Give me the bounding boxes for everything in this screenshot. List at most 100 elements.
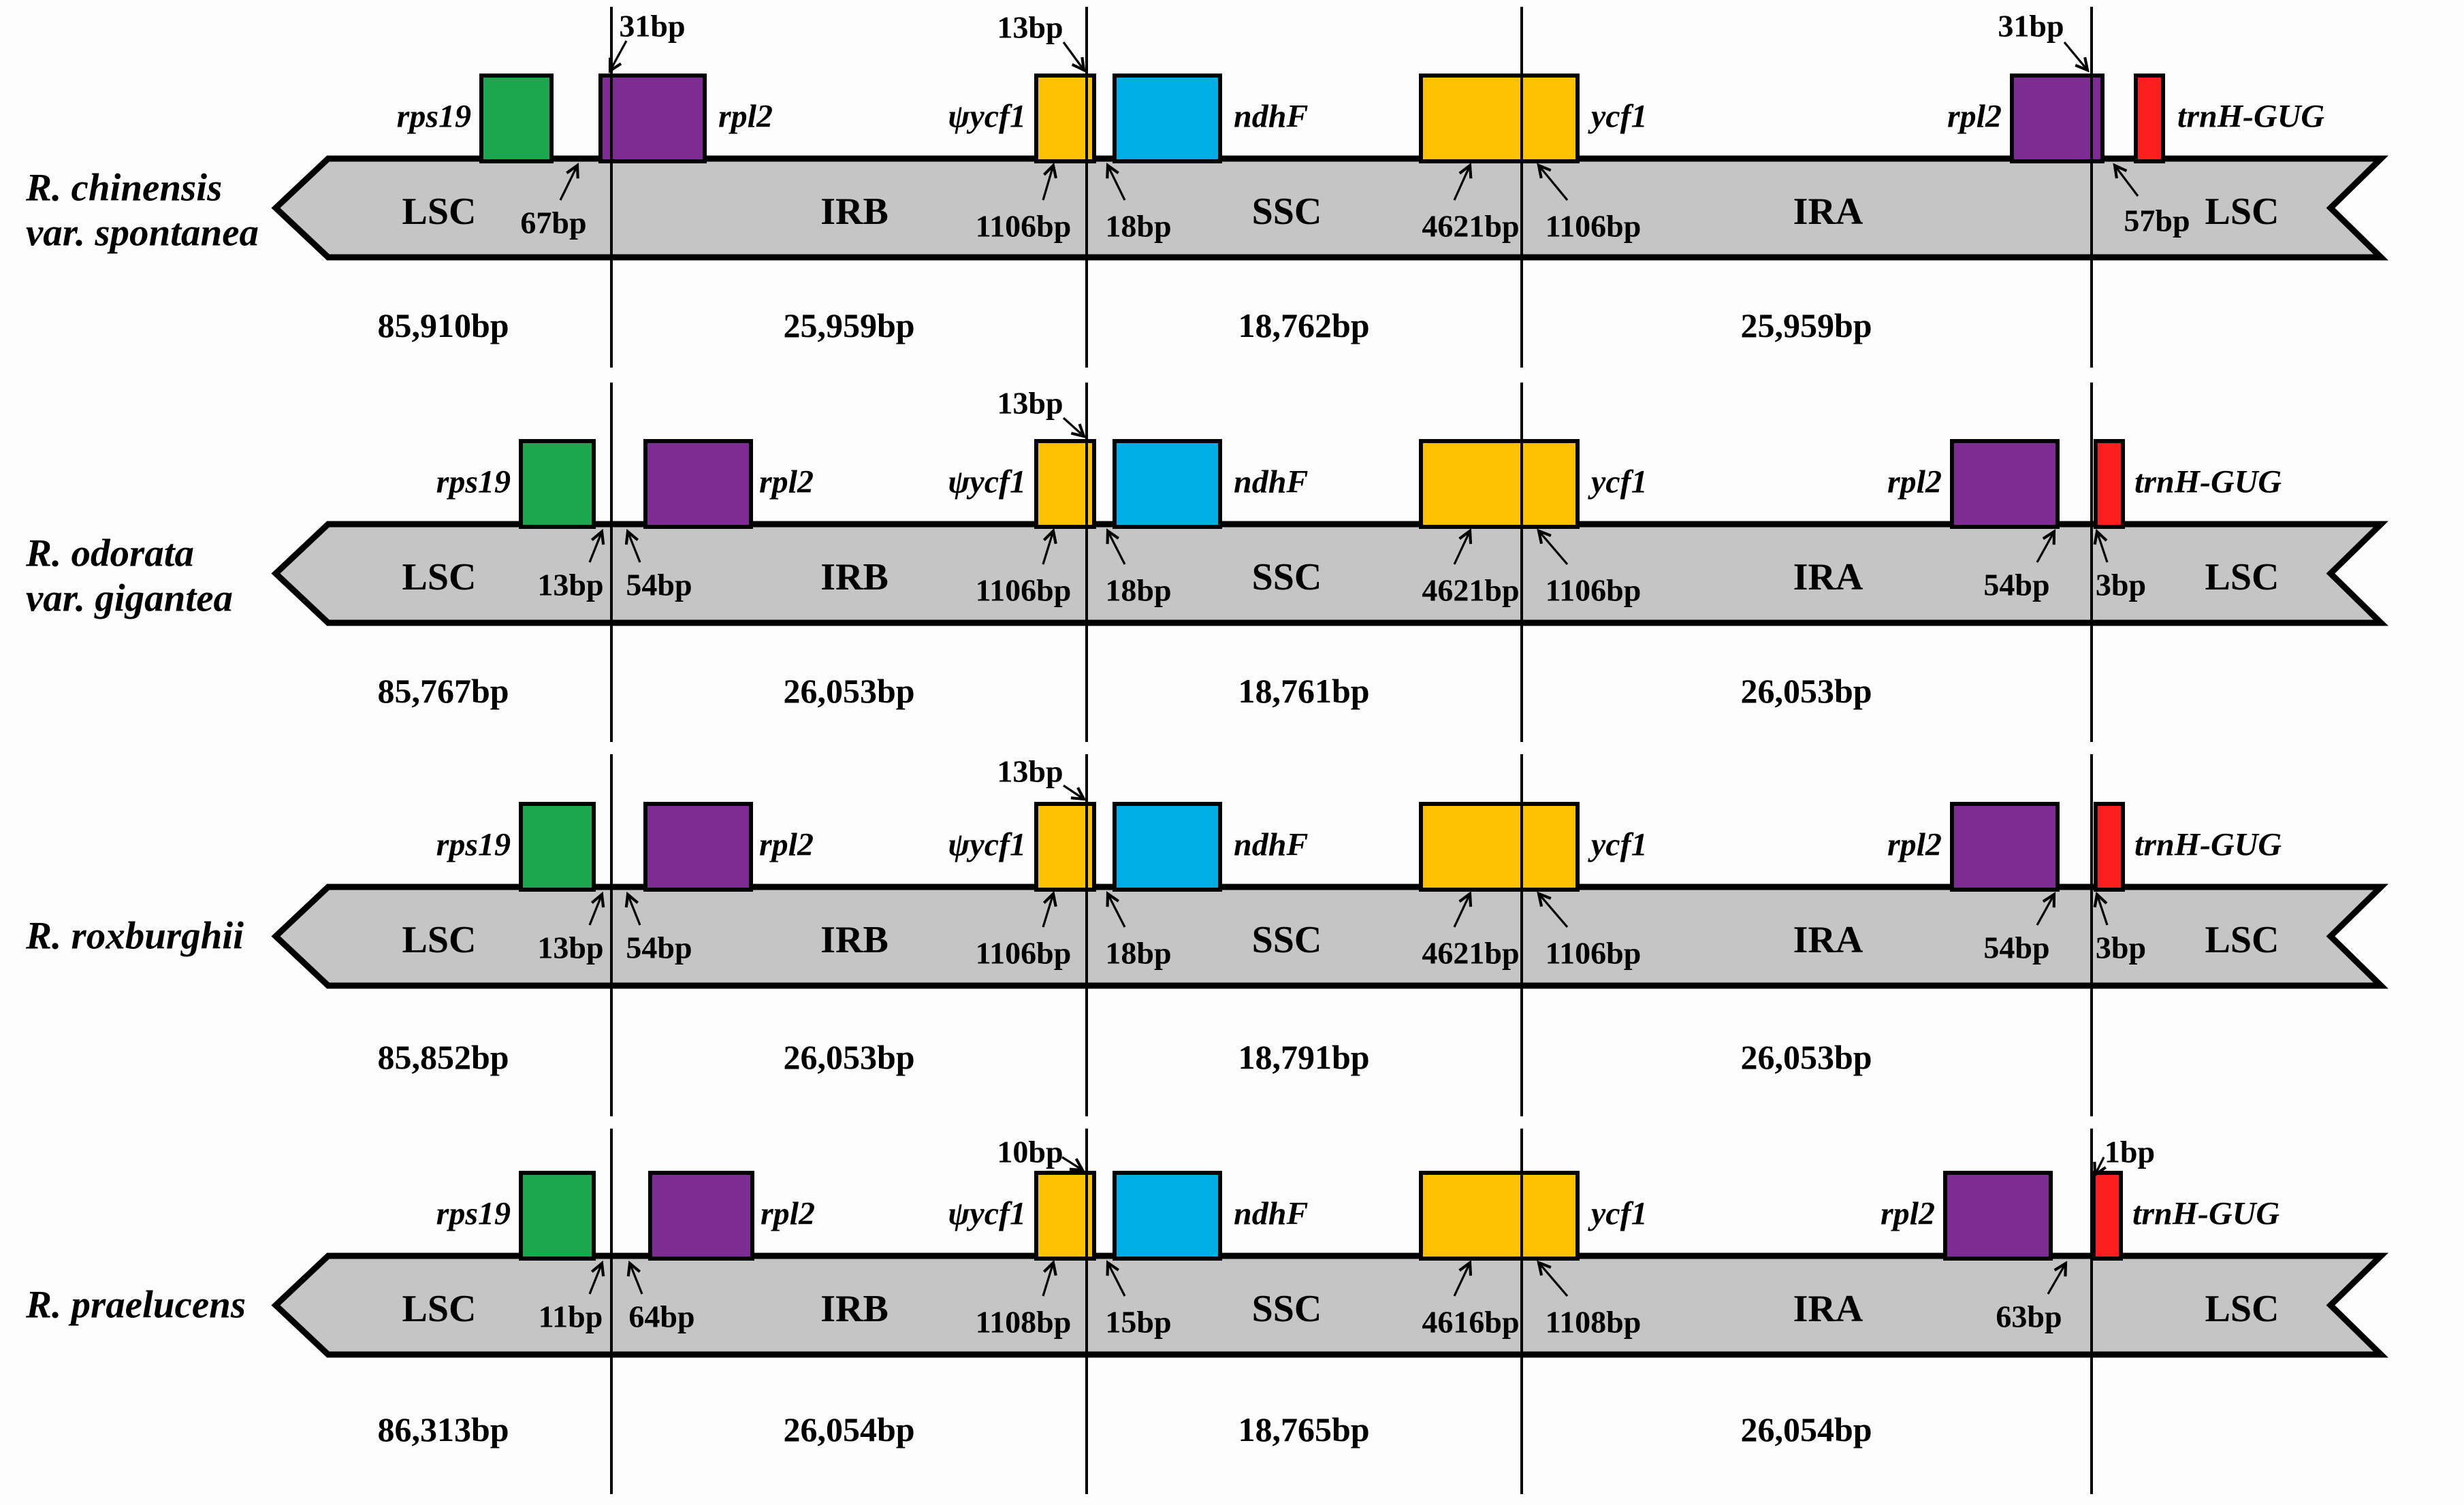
gene-label: trnH-GUG [2177, 99, 2324, 135]
gene-label: ycf1 [1588, 827, 1648, 863]
gene-box-ndhF [1113, 439, 1222, 529]
genome-band [271, 1252, 2389, 1358]
annotation-arrow [1042, 528, 1057, 565]
bp-annotation: 1106bp [976, 936, 1072, 971]
bp-annotation: 1108bp [1546, 1305, 1642, 1340]
gene-label: rpl2 [759, 464, 814, 500]
region-label-irb: IRB [820, 556, 889, 598]
region-label-lsc: LSC [402, 1288, 477, 1330]
gene-box-rpl2 [1950, 802, 2060, 892]
gene-label: rps19 [436, 464, 511, 500]
annotation-arrow [1537, 163, 1569, 201]
length-label: 18,791bp [1238, 1038, 1369, 1076]
length-label: 26,054bp [783, 1410, 914, 1449]
region-label-lsc: LSC [402, 191, 477, 233]
annotation-arrow [588, 528, 605, 563]
gene-box-trnH-GUG [2094, 802, 2125, 892]
region-label-irb: IRB [820, 1288, 889, 1330]
annotation-arrow [1063, 784, 1087, 801]
annotation-arrow [1042, 162, 1057, 201]
annotation-arrow [626, 1260, 643, 1295]
length-label: 18,765bp [1238, 1410, 1369, 1449]
bp-annotation: 3bp [2096, 930, 2146, 965]
annotation-arrow [1106, 891, 1126, 928]
length-label: 18,761bp [1238, 672, 1369, 710]
annotation-arrow [1042, 1259, 1057, 1297]
gene-label: rpl2 [1881, 1196, 1935, 1232]
gene-label: ψycf1 [948, 99, 1026, 135]
bp-annotation: 31bp [1998, 9, 2064, 44]
annotation-arrow [1061, 1156, 1085, 1172]
gene-box-psi-ycf1 [1034, 1171, 1096, 1261]
region-label-lsc: LSC [2205, 919, 2279, 961]
annotation-arrow [624, 891, 641, 926]
gene-label: rpl2 [1887, 827, 1942, 863]
gene-label: trnH-GUG [2132, 1196, 2279, 1232]
species-label: R. praelucens [25, 1284, 246, 1327]
gene-label: ψycf1 [948, 1196, 1026, 1232]
gene-box-rpl2 [1943, 1171, 2053, 1261]
bp-annotation: 4621bp [1422, 573, 1519, 608]
gene-label: trnH-GUG [2134, 464, 2282, 500]
bp-annotation: 13bp [537, 568, 603, 602]
bp-annotation: 13bp [537, 930, 603, 965]
region-label-lsc: LSC [2205, 191, 2279, 233]
gene-box-ycf1 [1419, 1171, 1580, 1261]
species-label: var. spontanea [26, 212, 259, 255]
gene-box-rpl2 [643, 802, 753, 892]
annotation-arrow [624, 528, 641, 563]
annotation-arrow [588, 1260, 605, 1295]
gene-label: ndhF [1234, 827, 1308, 863]
genome-band [271, 521, 2389, 626]
gene-box-trnH-GUG [2092, 1171, 2123, 1261]
gene-box-ndhF [1113, 74, 1222, 163]
region-label-lsc: LSC [402, 919, 477, 961]
length-label: 26,053bp [783, 672, 914, 710]
annotation-arrow [1042, 890, 1057, 928]
annotation-arrow [2047, 1261, 2068, 1295]
bp-annotation: 13bp [997, 754, 1063, 789]
gene-label: rpl2 [759, 827, 814, 863]
length-label: 26,053bp [1740, 1038, 1872, 1076]
annotation-arrow [2093, 528, 2109, 563]
bp-annotation: 3bp [2096, 568, 2146, 602]
gene-box-ycf1 [1419, 439, 1580, 529]
bp-annotation: 4621bp [1422, 936, 1519, 971]
region-label-ssc: SSC [1252, 556, 1322, 598]
region-label-lsc: LSC [2205, 1288, 2279, 1330]
gene-box-psi-ycf1 [1034, 74, 1096, 163]
length-label: 25,959bp [783, 306, 914, 344]
bp-annotation: 1106bp [1546, 936, 1642, 971]
region-label-ssc: SSC [1252, 919, 1322, 961]
annotation-arrow [2036, 892, 2056, 926]
gene-box-rpl2 [643, 439, 753, 529]
annotation-arrow [2093, 1156, 2107, 1178]
length-label: 25,959bp [1740, 306, 1872, 344]
annotation-arrow [1106, 528, 1126, 565]
gene-box-rps19 [519, 802, 596, 892]
gene-label: rps19 [397, 99, 471, 135]
annotation-arrow [1453, 163, 1473, 201]
gene-box-ycf1 [1419, 74, 1580, 163]
bp-annotation: 10bp [997, 1135, 1063, 1169]
bp-annotation: 57bp [2124, 204, 2190, 238]
species-label: var. gigantea [26, 577, 233, 620]
length-label: 26,054bp [1740, 1410, 1872, 1449]
annotation-arrow [1062, 417, 1087, 438]
bp-annotation: 18bp [1105, 573, 1171, 608]
genome-band [271, 884, 2389, 989]
length-label: 85,910bp [377, 306, 509, 344]
annotation-arrow [608, 40, 628, 74]
region-label-ira: IRA [1793, 919, 1863, 961]
gene-label: rpl2 [1947, 99, 2002, 135]
gene-label: rps19 [436, 1196, 511, 1232]
annotation-arrow [588, 891, 605, 926]
annotation-arrow [1062, 42, 1086, 73]
gene-box-rpl2 [598, 74, 707, 163]
bp-annotation: 54bp [626, 568, 692, 602]
bp-annotation: 18bp [1105, 209, 1171, 244]
region-label-lsc: LSC [2205, 556, 2279, 598]
region-label-irb: IRB [820, 191, 889, 233]
annotation-arrow [2093, 891, 2109, 926]
gene-box-rpl2 [2010, 74, 2105, 163]
